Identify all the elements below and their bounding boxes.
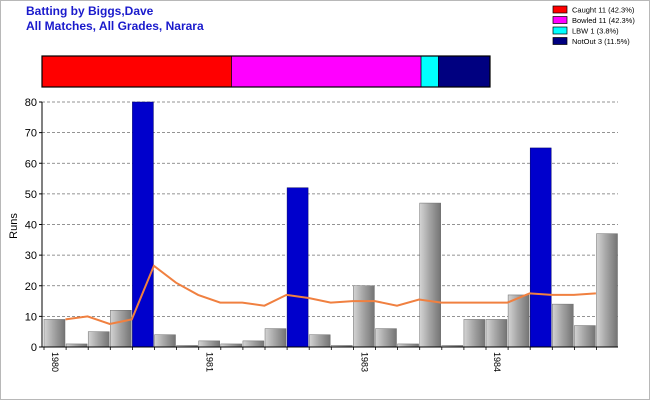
bar-out — [353, 285, 375, 348]
bar-out — [375, 328, 397, 348]
bar-out — [463, 319, 486, 348]
y-tick-label: 0 — [31, 342, 37, 354]
bar-out — [552, 303, 574, 348]
dismissal-segment — [41, 55, 232, 88]
average-line — [65, 264, 596, 326]
dismissal-segment — [420, 55, 439, 88]
bar-not-out — [286, 187, 309, 348]
legend-swatch — [552, 37, 568, 45]
bar-out — [110, 310, 132, 348]
bar-out — [308, 334, 331, 348]
y-tick-label: 50 — [25, 189, 37, 201]
legend-label: Bowled 11 (42.3%) — [572, 16, 635, 25]
chart-title-line-2: All Matches, All Grades, Narara — [26, 19, 204, 33]
y-tick-labels: 0 10 20 30 40 50 60 70 80 — [25, 97, 37, 354]
bar-out — [154, 334, 176, 348]
dismissal-bar-border — [41, 55, 491, 88]
y-tick-label: 60 — [25, 158, 37, 170]
dismissal-segment — [438, 55, 491, 88]
bar-out — [242, 340, 265, 348]
bar-out — [596, 233, 618, 348]
y-tick-label: 10 — [25, 311, 37, 323]
legend-swatch — [552, 26, 568, 35]
legend-label: LBW 1 (3.8%) — [572, 27, 619, 36]
y-axis-label: Runs — [8, 213, 20, 239]
x-tick-labels: 1980 1981 1983 1984 — [50, 352, 502, 372]
y-tick-label: 80 — [25, 97, 37, 109]
axes — [39, 101, 618, 350]
y-tick-label: 40 — [25, 220, 37, 232]
y-tick-label: 70 — [25, 128, 37, 140]
legend-label: Caught 11 (42.3%) — [572, 6, 635, 15]
x-tick-label: 1980 — [50, 352, 60, 372]
average-polyline — [65, 264, 596, 326]
x-tick-label: 1981 — [205, 352, 215, 372]
bar-not-out — [529, 147, 552, 348]
legend-swatch — [552, 16, 568, 24]
bar-out — [485, 319, 508, 348]
bar-out — [87, 331, 110, 348]
chart-title-line-1: Batting by Biggs,Dave — [26, 4, 154, 18]
innings-bars — [43, 101, 618, 348]
dismissal-segment — [231, 55, 422, 88]
legend-label: NotOut 3 (11.5%) — [572, 37, 630, 46]
bar-out — [574, 325, 596, 348]
bar-out — [198, 340, 220, 348]
bar-out — [264, 328, 287, 348]
bar-out — [419, 202, 441, 348]
y-tick-label: 20 — [25, 281, 37, 293]
dismissal-stacked-bar — [41, 55, 491, 88]
bar-out — [507, 294, 530, 348]
y-tick-label: 30 — [25, 250, 37, 262]
legend-swatch — [552, 5, 568, 14]
bar-out — [43, 319, 66, 348]
legend: Caught 11 (42.3%)Bowled 11 (42.3%) LBW 1 … — [552, 5, 635, 46]
x-tick-label: 1983 — [359, 352, 369, 372]
x-tick-label: 1984 — [492, 352, 502, 372]
